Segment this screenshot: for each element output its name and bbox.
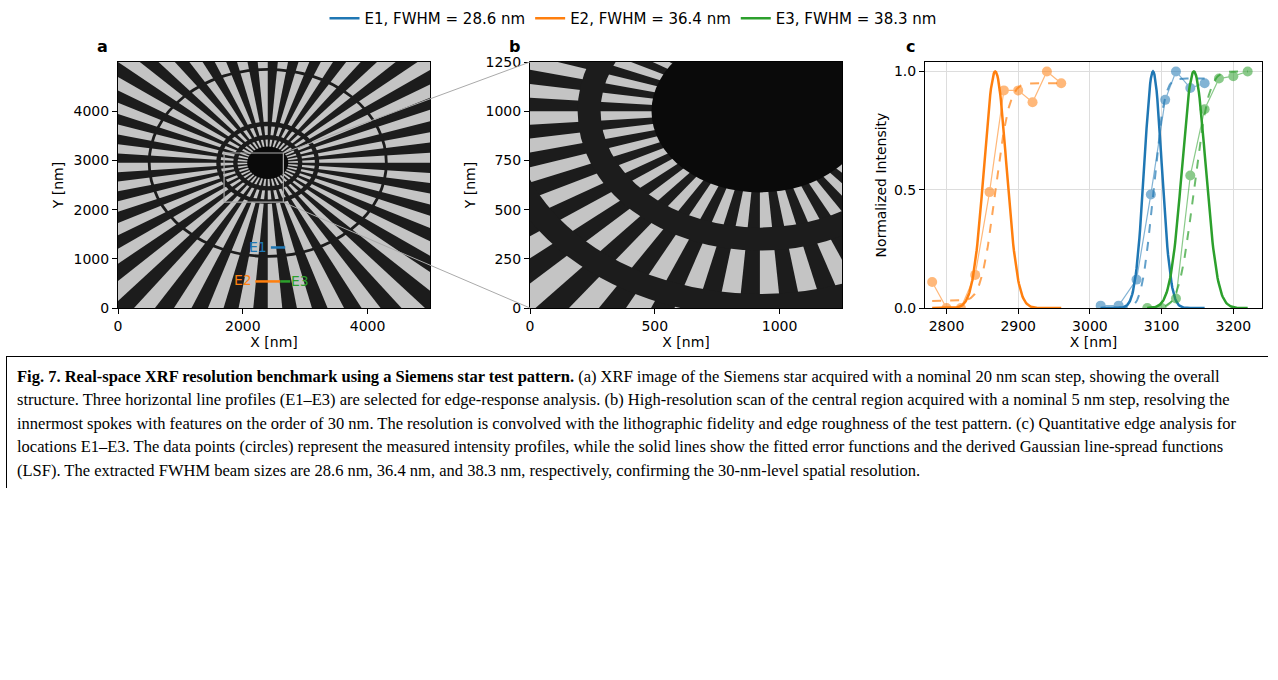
svg-text:750: 750 xyxy=(494,152,521,168)
svg-text:E1, FWHM = 28.6 nm: E1, FWHM = 28.6 nm xyxy=(365,10,526,28)
html-text:Fig. 7. Real-space XRF resolut: Fig. 7. Real-space XRF resolution benchm… xyxy=(17,367,1236,480)
svg-text:E2: E2 xyxy=(234,272,252,288)
svg-text:b: b xyxy=(509,37,520,56)
svg-text:3000: 3000 xyxy=(74,152,110,168)
svg-text:2000: 2000 xyxy=(74,202,110,218)
svg-text:0: 0 xyxy=(114,318,123,334)
svg-text:E2, FWHM = 36.4 nm: E2, FWHM = 36.4 nm xyxy=(570,10,731,28)
svg-text:1.0: 1.0 xyxy=(894,63,916,79)
svg-text:1250: 1250 xyxy=(486,54,522,70)
svg-text:250: 250 xyxy=(494,251,521,267)
svg-text:0: 0 xyxy=(526,318,535,334)
svg-text:500: 500 xyxy=(494,202,521,218)
svg-text:Normalized Intensity: Normalized Intensity xyxy=(873,113,889,258)
svg-text:2000: 2000 xyxy=(225,318,261,334)
svg-text:1000: 1000 xyxy=(762,318,798,334)
svg-text:Y [nm]: Y [nm] xyxy=(50,162,66,209)
svg-text:2800: 2800 xyxy=(929,318,965,334)
svg-text:X [nm]: X [nm] xyxy=(1070,334,1117,350)
svg-text:0.5: 0.5 xyxy=(894,182,916,198)
svg-text:1000: 1000 xyxy=(486,103,522,119)
svg-text:E3, FWHM = 38.3 nm: E3, FWHM = 38.3 nm xyxy=(776,10,937,28)
svg-text:Y [nm]: Y [nm] xyxy=(462,162,478,209)
svg-text:c: c xyxy=(906,37,915,56)
svg-text:X [nm]: X [nm] xyxy=(662,334,709,350)
svg-text:500: 500 xyxy=(641,318,668,334)
svg-text:1000: 1000 xyxy=(74,251,110,267)
svg-text:4000: 4000 xyxy=(350,318,386,334)
svg-text:4000: 4000 xyxy=(74,103,110,119)
svg-text:E1: E1 xyxy=(249,239,267,255)
svg-text:E3: E3 xyxy=(291,273,309,289)
svg-text:a: a xyxy=(97,37,108,56)
svg-text:0.0: 0.0 xyxy=(894,300,916,316)
svg-text:0: 0 xyxy=(512,300,521,316)
svg-text:3200: 3200 xyxy=(1215,318,1251,334)
svg-text:3100: 3100 xyxy=(1144,318,1180,334)
svg-text:2900: 2900 xyxy=(1000,318,1036,334)
svg-text:X [nm]: X [nm] xyxy=(250,334,297,350)
svg-text:0: 0 xyxy=(100,300,109,316)
svg-text:3000: 3000 xyxy=(1072,318,1108,334)
